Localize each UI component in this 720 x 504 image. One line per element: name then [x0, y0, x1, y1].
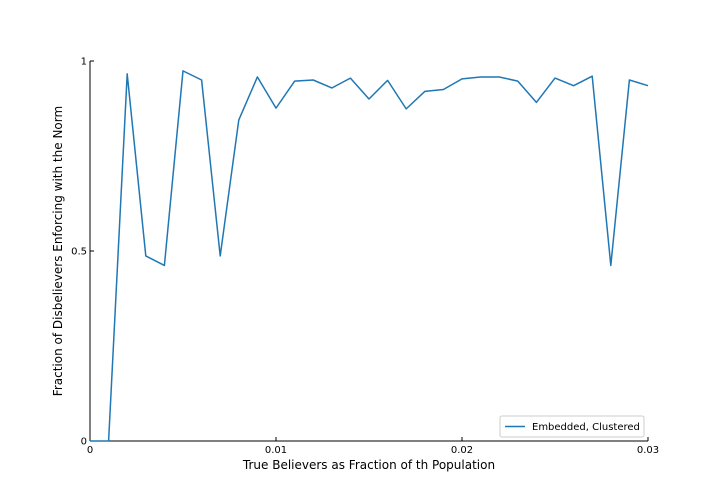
x-axis-label: True Believers as Fraction of th Populat…: [242, 458, 495, 472]
legend: Embedded, Clustered: [499, 415, 645, 438]
legend-label: Embedded, Clustered: [532, 422, 640, 433]
axes: [89, 61, 648, 442]
x-tick-label: 0: [87, 445, 93, 456]
x-tick-label: 0.01: [265, 445, 287, 456]
x-ticks: 0 0.01 0.02 0.03: [87, 437, 659, 456]
x-tick-label: 0.03: [637, 445, 659, 456]
x-tick-label: 0.02: [451, 445, 473, 456]
series-line: [90, 70, 649, 442]
y-tick-label: 0: [81, 437, 87, 448]
legend-box: [499, 415, 645, 438]
y-axis-label: Fraction of Disbelievers Enforcing with …: [51, 106, 65, 396]
y-tick-label: 0.5: [71, 247, 87, 258]
y-ticks: 00.51: [71, 57, 94, 448]
y-tick-label: 1: [81, 57, 87, 68]
series-layer: [90, 70, 649, 442]
